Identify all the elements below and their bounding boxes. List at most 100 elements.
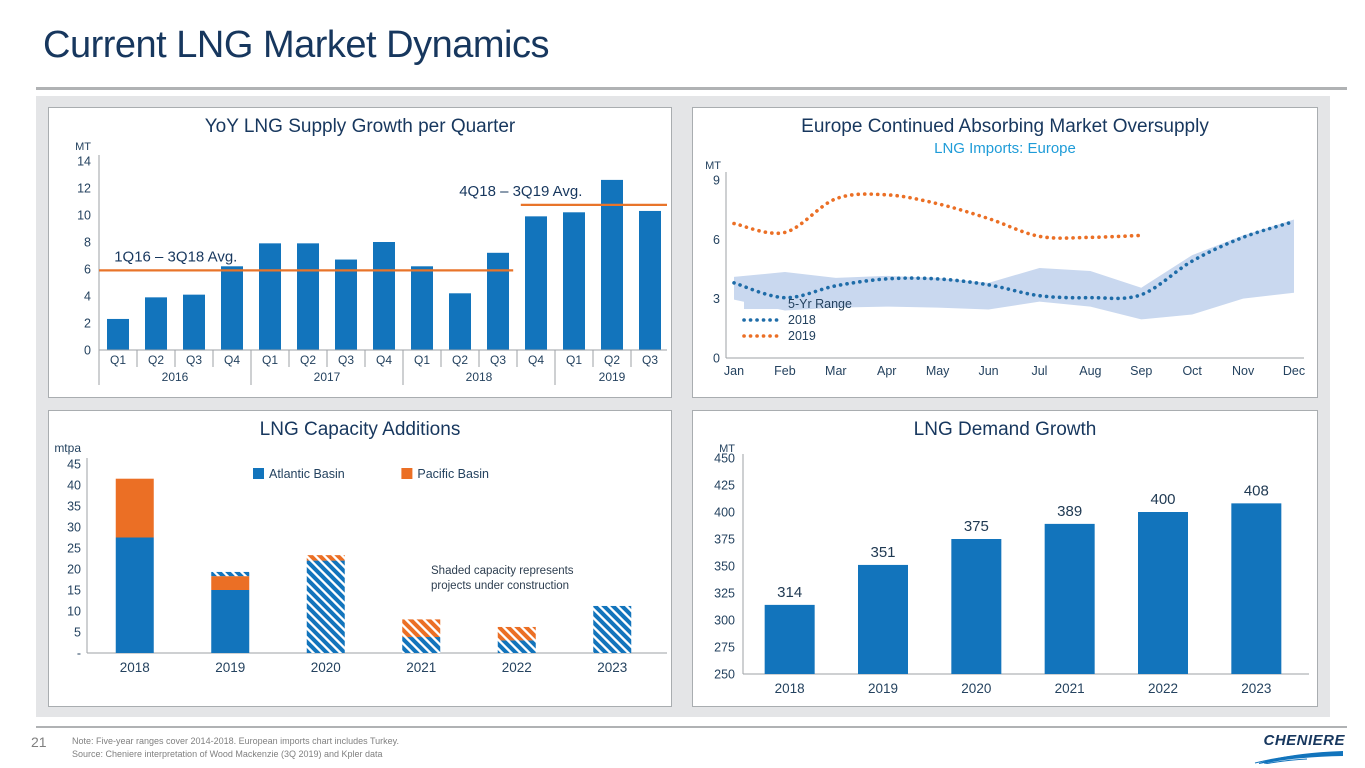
svg-text:Pacific Basin: Pacific Basin bbox=[417, 467, 489, 481]
series-2018 bbox=[732, 219, 1296, 301]
svg-text:10: 10 bbox=[77, 208, 91, 222]
legend: Atlantic Basin Pacific Basin bbox=[253, 467, 489, 481]
svg-text:2019: 2019 bbox=[599, 370, 626, 384]
svg-text:Atlantic Basin: Atlantic Basin bbox=[269, 467, 345, 481]
plot: mtpa - 5 10 15 20 25 30 35 40 45 2018 2019 2020 2021 20… bbox=[54, 442, 667, 675]
svg-text:-: - bbox=[77, 646, 81, 660]
svg-text:Q4: Q4 bbox=[224, 353, 240, 367]
svg-text:2016: 2016 bbox=[162, 370, 189, 384]
svg-text:2021: 2021 bbox=[406, 660, 436, 675]
svg-text:4Q18 – 3Q19 Avg.: 4Q18 – 3Q19 Avg. bbox=[459, 183, 582, 200]
svg-text:8: 8 bbox=[84, 235, 91, 249]
svg-text:0: 0 bbox=[84, 343, 91, 357]
bar-segment bbox=[211, 589, 250, 653]
svg-text:2018: 2018 bbox=[788, 313, 816, 327]
svg-text:Q3: Q3 bbox=[642, 353, 658, 367]
svg-text:20: 20 bbox=[67, 562, 81, 576]
title-divider bbox=[36, 87, 1347, 90]
svg-text:3: 3 bbox=[713, 292, 720, 306]
svg-text:Q1: Q1 bbox=[414, 353, 430, 367]
footnote: Note: Five-year ranges cover 2014-2018. … bbox=[72, 735, 399, 761]
content-area: YoY LNG Supply Growth per Quarter MT 0 2 4 6… bbox=[36, 96, 1330, 717]
construction-annotation: Shaded capacity represents projects under… bbox=[431, 565, 574, 592]
svg-text:314: 314 bbox=[777, 584, 802, 601]
page-title: Current LNG Market Dynamics bbox=[43, 24, 549, 66]
svg-text:15: 15 bbox=[67, 583, 81, 597]
svg-text:Q4: Q4 bbox=[528, 353, 544, 367]
svg-text:2018: 2018 bbox=[466, 370, 493, 384]
svg-text:2023: 2023 bbox=[597, 660, 627, 675]
svg-text:projects under construction: projects under construction bbox=[431, 580, 569, 592]
svg-text:Q3: Q3 bbox=[186, 353, 202, 367]
svg-text:Aug: Aug bbox=[1079, 364, 1101, 378]
svg-text:300: 300 bbox=[714, 613, 735, 627]
svg-text:389: 389 bbox=[1057, 503, 1082, 520]
bar-segment bbox=[402, 619, 441, 637]
svg-text:Jul: Jul bbox=[1031, 364, 1047, 378]
plot: MT 0 2 4 6 8 10 12 14 bbox=[75, 141, 100, 357]
series-2019 bbox=[732, 192, 1144, 240]
panel-demand-growth: LNG Demand Growth MT 250 275 300 325 350 375 40… bbox=[692, 410, 1318, 707]
svg-text:Q2: Q2 bbox=[148, 353, 164, 367]
svg-text:1Q16 – 3Q18 Avg.: 1Q16 – 3Q18 Avg. bbox=[114, 248, 237, 265]
svg-text:5-Yr Range: 5-Yr Range bbox=[788, 297, 852, 311]
bar-segment bbox=[211, 571, 250, 576]
legend: 5-Yr Range 2018 2019 bbox=[742, 297, 852, 343]
svg-text:400: 400 bbox=[1150, 491, 1175, 508]
svg-text:375: 375 bbox=[964, 518, 989, 535]
footnote-note-line: Note: Five-year ranges cover 2014-2018. … bbox=[72, 736, 399, 746]
svg-text:250: 250 bbox=[714, 667, 735, 681]
svg-text:450: 450 bbox=[714, 451, 735, 465]
svg-text:2022: 2022 bbox=[502, 660, 532, 675]
svg-text:2019: 2019 bbox=[215, 660, 245, 675]
avg-lines: 1Q16 – 3Q18 Avg. 4Q18 – 3Q19 Avg. bbox=[99, 183, 667, 272]
capacity-additions-chart-title: LNG Capacity Additions bbox=[259, 419, 461, 440]
svg-text:MT: MT bbox=[75, 141, 91, 153]
svg-text:2020: 2020 bbox=[311, 660, 341, 675]
svg-text:14: 14 bbox=[77, 154, 91, 168]
five-yr-range-band bbox=[734, 219, 1294, 320]
svg-text:10: 10 bbox=[67, 604, 81, 618]
bar-segment bbox=[593, 605, 632, 653]
svg-text:9: 9 bbox=[713, 173, 720, 187]
svg-text:Q1: Q1 bbox=[566, 353, 582, 367]
footnote-source-line: Source: Cheniere interpretation of Wood … bbox=[72, 749, 383, 760]
svg-text:2018: 2018 bbox=[775, 681, 805, 696]
svg-text:mtpa: mtpa bbox=[54, 442, 81, 455]
svg-text:40: 40 bbox=[67, 478, 81, 492]
europe-imports-chart-subtitle: LNG Imports: Europe bbox=[934, 139, 1076, 157]
plot: MT 250 275 300 325 350 375 400 425 450 2018 2019 202… bbox=[714, 443, 1309, 696]
logo-swoosh-icon bbox=[1254, 751, 1343, 764]
svg-text:Dec: Dec bbox=[1283, 364, 1305, 378]
svg-text:MT: MT bbox=[705, 160, 721, 172]
bar-segment bbox=[402, 636, 441, 653]
svg-text:25: 25 bbox=[67, 541, 81, 555]
panel-supply-growth: YoY LNG Supply Growth per Quarter MT 0 2 4 6… bbox=[48, 107, 672, 398]
x-axis: Q1 Q2 Q3 Q4 Q1 Q2 Q3 Q4 Q1 Q2 Q3 Q4 Q1 Q2 Q3 2016 2017 20… bbox=[98, 349, 667, 385]
demand-growth-chart: MT 250 275 300 325 350 375 400 425 450 2018 2019 202… bbox=[714, 443, 1309, 696]
footer-divider bbox=[36, 726, 1347, 728]
svg-text:Oct: Oct bbox=[1182, 364, 1202, 378]
svg-text:Mar: Mar bbox=[825, 364, 847, 378]
svg-text:May: May bbox=[926, 364, 950, 378]
svg-text:325: 325 bbox=[714, 586, 735, 600]
bar-segment bbox=[497, 626, 536, 641]
svg-text:275: 275 bbox=[714, 640, 735, 654]
demand-growth-chart-title: LNG Demand Growth bbox=[913, 419, 1097, 440]
svg-text:Apr: Apr bbox=[877, 364, 896, 378]
svg-text:Q4: Q4 bbox=[376, 353, 392, 367]
svg-text:MT: MT bbox=[719, 443, 735, 455]
svg-text:425: 425 bbox=[714, 478, 735, 492]
svg-text:Q2: Q2 bbox=[300, 353, 316, 367]
svg-text:Jan: Jan bbox=[724, 364, 744, 378]
svg-text:Nov: Nov bbox=[1232, 364, 1255, 378]
svg-text:2023: 2023 bbox=[1241, 681, 1271, 696]
svg-text:Feb: Feb bbox=[774, 364, 796, 378]
svg-text:Sep: Sep bbox=[1130, 364, 1152, 378]
svg-text:2: 2 bbox=[84, 316, 91, 330]
panel-europe-imports: Europe Continued Absorbing Market Oversu… bbox=[692, 107, 1318, 398]
cheniere-logo-text: CHENIERE bbox=[1263, 732, 1345, 749]
cheniere-logo: CHENIERE bbox=[1235, 732, 1345, 764]
bar-segment bbox=[306, 554, 345, 561]
page-number: 21 bbox=[31, 734, 47, 750]
